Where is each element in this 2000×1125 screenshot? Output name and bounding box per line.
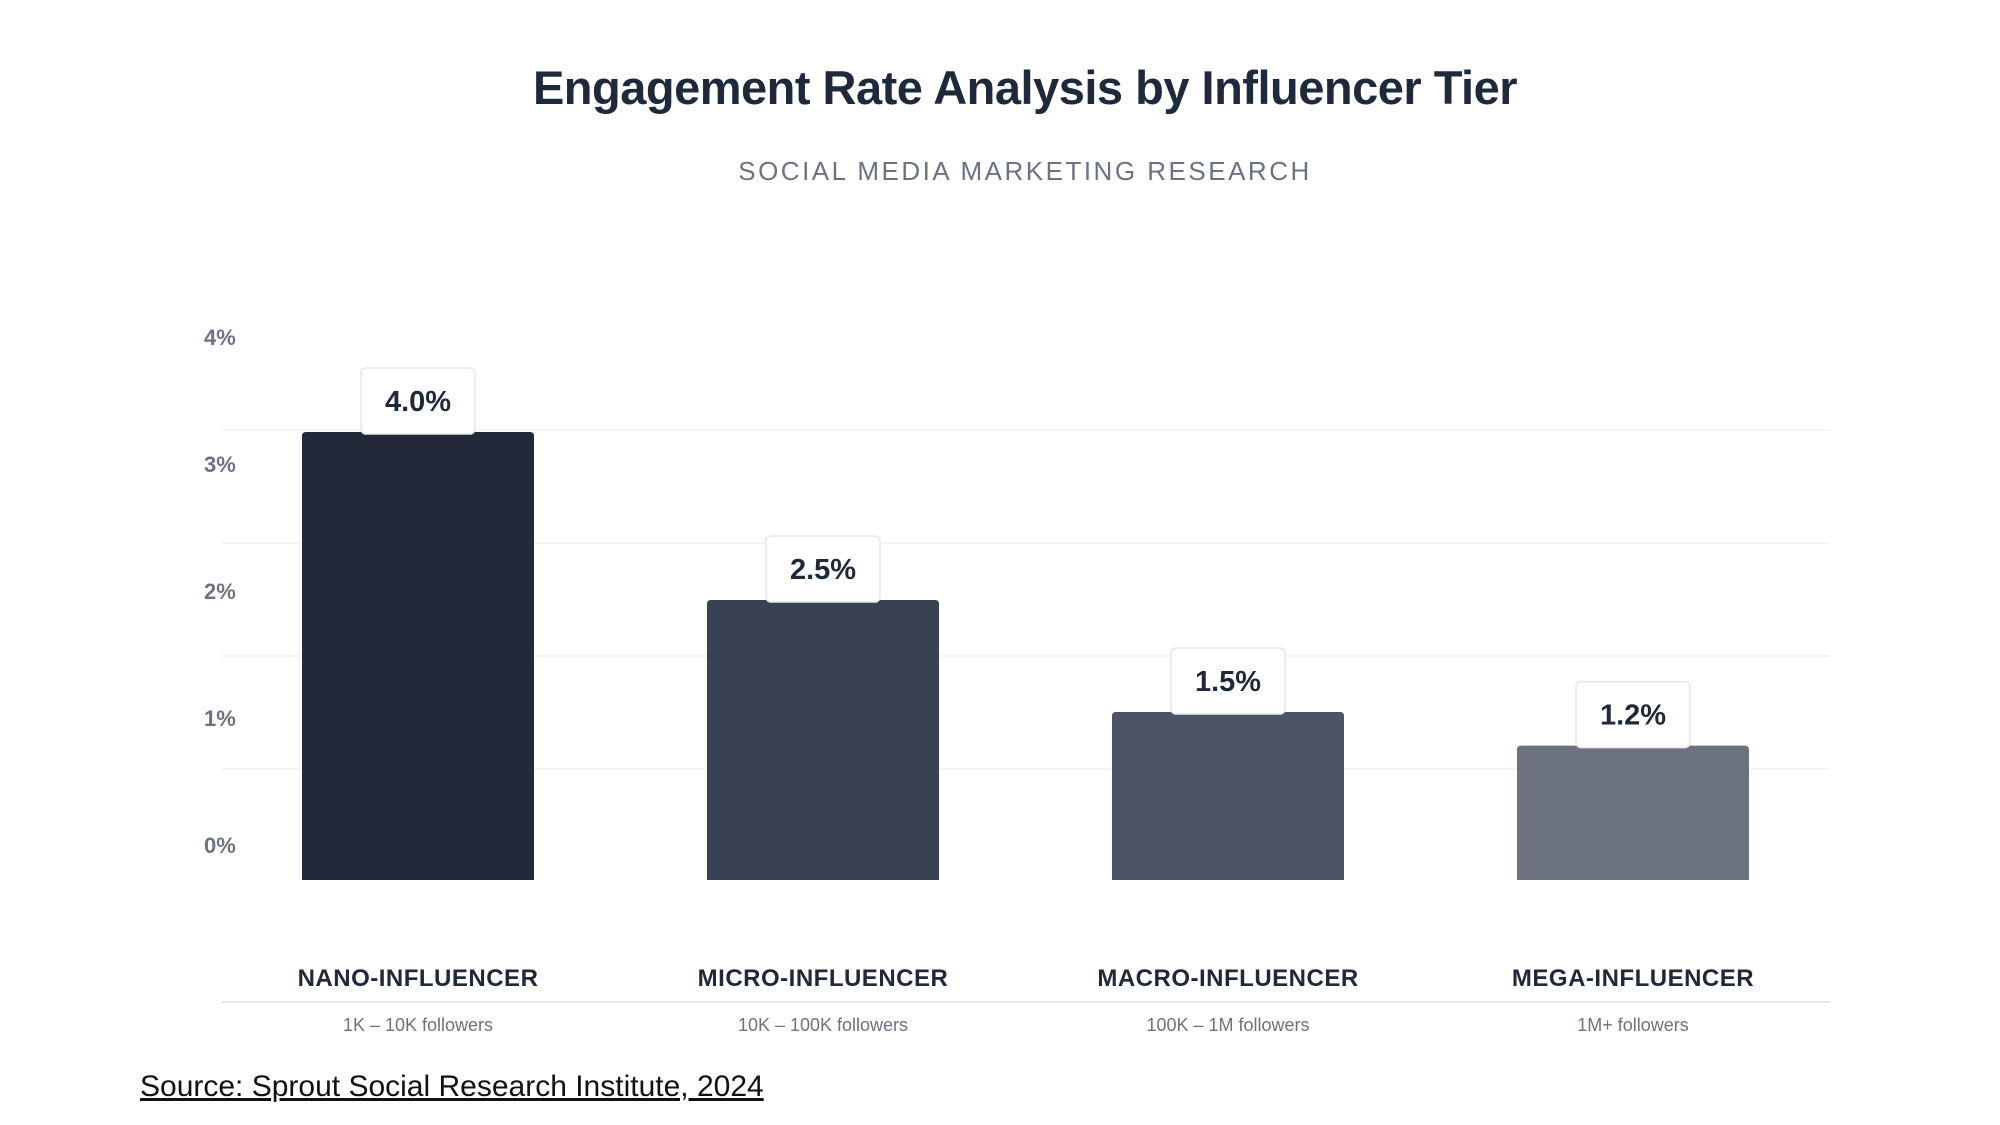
bar-mega-influencer <box>1517 745 1749 880</box>
value-label-box <box>1575 680 1691 749</box>
category-label: MICRO-INFLUENCER <box>698 965 949 992</box>
category-subtitle: 1K – 10K followers <box>343 1015 493 1035</box>
category-subtitle: 100K – 1M followers <box>1146 1015 1309 1035</box>
x-axis-categories: NANO-INFLUENCER 1K – 10K followers MICRO-I… <box>298 965 1754 1035</box>
category-subtitle: 1M+ followers <box>1577 1015 1689 1035</box>
value-label: 2.5% <box>790 554 856 586</box>
category-label: NANO-INFLUENCER <box>298 965 539 992</box>
value-label-box <box>360 367 476 435</box>
value-label-box <box>765 535 881 603</box>
value-label: 4.0% <box>385 386 451 418</box>
category-label: MACRO-INFLUENCER <box>1097 965 1358 992</box>
chart-subtitle: SOCIAL MEDIA MARKETING RESEARCH <box>738 156 1312 186</box>
value-labels: 4.0% 2.5% 1.5% 1.2% <box>360 367 1691 749</box>
y-tick-label: 4% <box>204 325 236 350</box>
value-label: 1.5% <box>1195 666 1261 698</box>
source-note[interactable]: Source: Sprout Social Research Institute… <box>140 1070 764 1103</box>
category-label: MEGA-INFLUENCER <box>1512 965 1754 992</box>
y-tick-label: 2% <box>204 579 236 604</box>
category-subtitle: 10K – 100K followers <box>738 1015 908 1035</box>
y-tick-label: 0% <box>204 833 236 858</box>
y-tick-label: 3% <box>204 452 236 477</box>
value-label-box <box>1170 647 1286 715</box>
bar-micro-influencer <box>707 600 939 880</box>
y-tick-label: 1% <box>204 706 236 731</box>
y-axis-ticks: 4% 3% 2% 1% 0% <box>204 325 236 858</box>
bar-macro-influencer <box>1112 712 1344 880</box>
bars <box>302 432 1749 880</box>
bar-nano-influencer <box>302 432 534 880</box>
value-label: 1.2% <box>1600 700 1666 732</box>
chart-title: Engagement Rate Analysis by Influencer T… <box>532 61 1518 114</box>
